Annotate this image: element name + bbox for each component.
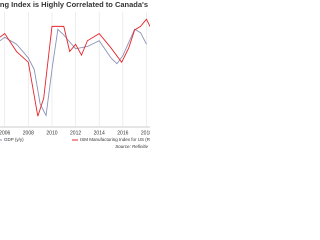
x-tick-label: 2006 (0, 130, 11, 136)
series-line (0, 18, 150, 117)
chart-title: Manufacturing Index is Highly Correlated… (0, 0, 148, 9)
x-tick-label: 2008 (23, 130, 34, 136)
series-line (0, 28, 147, 117)
x-tick-label: 2014 (94, 130, 105, 136)
x-tick-label: 2012 (70, 130, 81, 136)
x-tick-label: 2016 (117, 130, 128, 136)
x-tick-label: 2010 (46, 130, 57, 136)
source: Source: Refinitiv (115, 144, 149, 149)
page: Manufacturing Index is Highly Correlated… (0, 0, 150, 150)
legend-label: GDP (y/y) (4, 137, 24, 142)
legend-label: ISM Manufacturing Index for US (R) (80, 137, 150, 142)
background (0, 0, 150, 150)
x-tick-label: 2018 (141, 130, 150, 136)
chart: Manufacturing Index is Highly Correlated… (0, 0, 150, 150)
